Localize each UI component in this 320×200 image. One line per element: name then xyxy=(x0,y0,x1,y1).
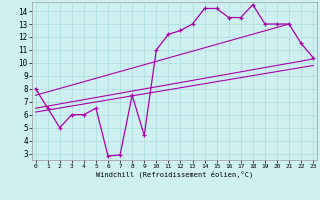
X-axis label: Windchill (Refroidissement éolien,°C): Windchill (Refroidissement éolien,°C) xyxy=(96,171,253,178)
